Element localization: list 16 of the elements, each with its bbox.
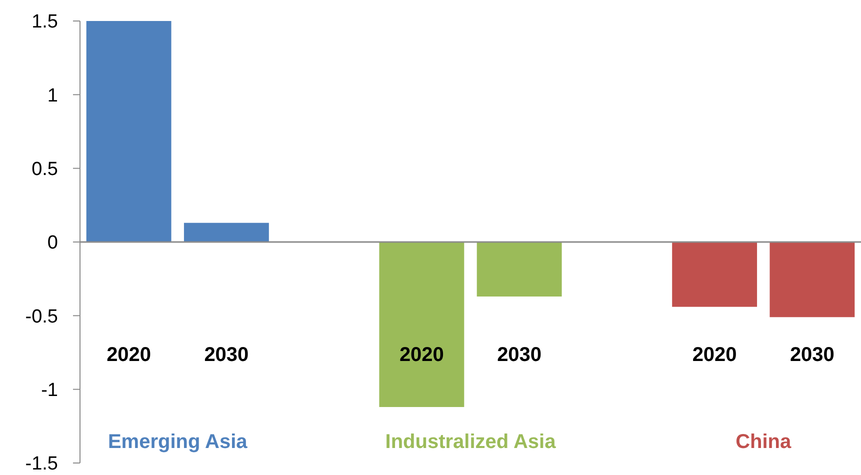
series-label: Industralized Asia bbox=[385, 431, 557, 453]
y-tick-label: 1 bbox=[47, 85, 58, 106]
text: China bbox=[736, 431, 792, 453]
y-tick-label: -1 bbox=[41, 380, 58, 401]
y-tick-label: 0.5 bbox=[32, 158, 58, 180]
x-tick-label: 2030 bbox=[204, 344, 249, 366]
y-tick-label: 0 bbox=[47, 232, 58, 254]
y-tick-label: -0.5 bbox=[25, 306, 58, 328]
x-tick-label: 2020 bbox=[106, 344, 152, 366]
y-tick-label: 1.5 bbox=[32, 12, 58, 33]
x-tick-label: 2030 bbox=[790, 344, 834, 366]
x-tick-label: 2030 bbox=[497, 344, 542, 366]
y-tick-label: -1.5 bbox=[25, 454, 58, 475]
x-tick-label: 2020 bbox=[399, 344, 444, 366]
text: Emerging Asia bbox=[108, 431, 248, 453]
x-tick-label: 2020 bbox=[692, 344, 737, 366]
